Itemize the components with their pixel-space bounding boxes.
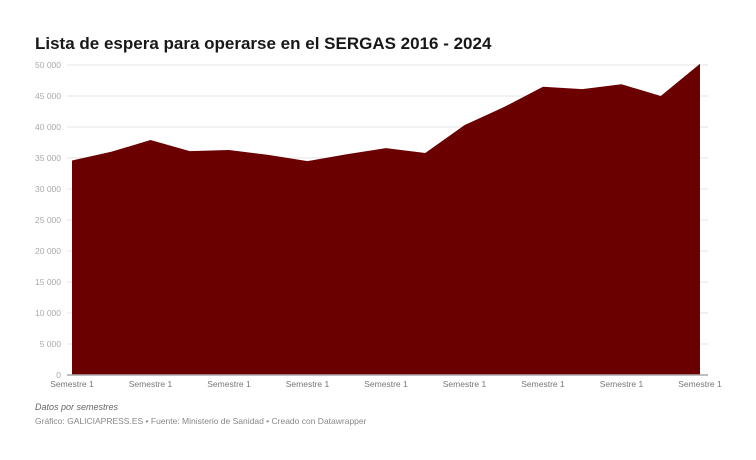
chart-title: Lista de espera para operarse en el SERG… — [35, 34, 492, 53]
y-tick-label: 50 000 — [35, 60, 61, 70]
y-tick-label: 10 000 — [35, 308, 61, 318]
y-tick-label: 45 000 — [35, 91, 61, 101]
x-tick-label: Semestre 1 — [50, 379, 94, 389]
x-tick-label: Semestre 1 — [678, 379, 722, 389]
chart-source: Gráfico: GALICIAPRESS.ES • Fuente: Minis… — [35, 416, 367, 426]
x-tick-label: Semestre 1 — [286, 379, 330, 389]
y-tick-label: 35 000 — [35, 153, 61, 163]
y-tick-label: 5 000 — [40, 339, 62, 349]
x-tick-label: Semestre 1 — [443, 379, 487, 389]
x-tick-label: Semestre 1 — [364, 379, 408, 389]
x-tick-label: Semestre 1 — [521, 379, 565, 389]
x-tick-label: Semestre 1 — [129, 379, 173, 389]
x-tick-label: Semestre 1 — [600, 379, 644, 389]
y-tick-label: 40 000 — [35, 122, 61, 132]
chart-note: Datos por semestres — [35, 402, 119, 412]
y-tick-label: 25 000 — [35, 215, 61, 225]
y-tick-label: 20 000 — [35, 246, 61, 256]
x-tick-label: Semestre 1 — [207, 379, 251, 389]
y-tick-label: 15 000 — [35, 277, 61, 287]
y-tick-label: 30 000 — [35, 184, 61, 194]
area-chart: 0 5 000 10 000 15 000 20 000 25 000 30 000 35 0… — [35, 60, 722, 389]
area-series — [72, 63, 700, 375]
y-tick-label: 0 — [56, 370, 61, 380]
